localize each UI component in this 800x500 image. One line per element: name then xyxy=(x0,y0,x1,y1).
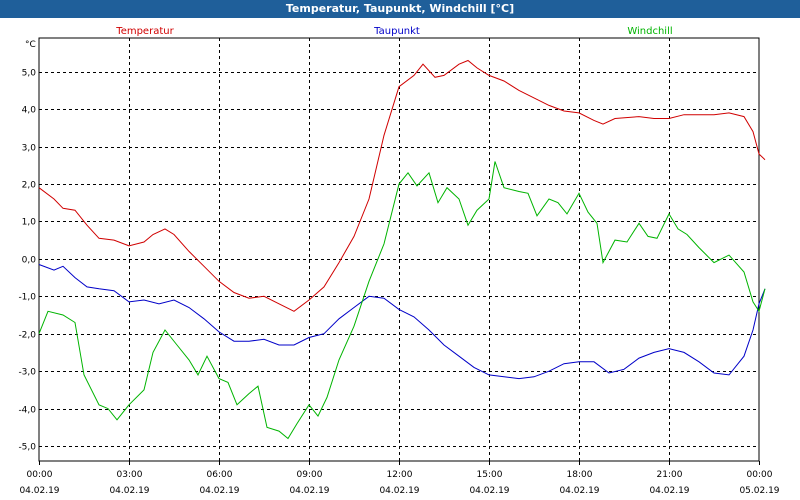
x-tick-time: 18:00 xyxy=(567,470,593,480)
legend-temperatur: Temperatur xyxy=(115,26,174,37)
series-line-windchill xyxy=(38,161,766,440)
y-tick-label: -2,0 xyxy=(18,331,36,341)
legend-windchill: Windchill xyxy=(627,26,672,37)
x-tick-date: 04.02.19 xyxy=(19,486,59,496)
x-tick-time: 15:00 xyxy=(477,470,503,480)
x-tick-date: 04.02.19 xyxy=(649,486,689,496)
y-tick-label: 2,0 xyxy=(22,181,37,191)
y-axis-label: °C xyxy=(25,40,36,50)
y-tick-label: -5,0 xyxy=(18,443,36,453)
x-tick-date: 05.02.19 xyxy=(739,486,779,496)
y-tick-label: 4,0 xyxy=(22,106,37,116)
y-tick-label: 3,0 xyxy=(22,144,37,154)
y-tick-label: 5,0 xyxy=(22,69,37,79)
y-tick-label: -3,0 xyxy=(18,368,36,378)
series-line-taupunkt xyxy=(38,264,766,380)
y-tick-label: 1,0 xyxy=(22,218,37,228)
x-tick-time: 06:00 xyxy=(207,470,233,480)
x-tick-date: 04.02.19 xyxy=(109,486,149,496)
y-tick-label: -1,0 xyxy=(18,293,36,303)
x-tick-time: 21:00 xyxy=(657,470,683,480)
x-tick-date: 04.02.19 xyxy=(469,486,509,496)
y-tick-label: 0,0 xyxy=(22,256,37,266)
x-tick-date: 04.02.19 xyxy=(559,486,599,496)
window-title: Temperatur, Taupunkt, Windchill [°C] xyxy=(0,0,800,18)
series-line-temperatur xyxy=(38,59,766,312)
x-tick-time: 09:00 xyxy=(297,470,323,480)
x-tick-date: 04.02.19 xyxy=(199,486,239,496)
x-tick-time: 03:00 xyxy=(117,470,143,480)
x-tick-time: 12:00 xyxy=(387,470,413,480)
x-tick-time: 00:00 xyxy=(27,470,53,480)
y-tick-label: -4,0 xyxy=(18,406,36,416)
x-tick-date: 04.02.19 xyxy=(379,486,419,496)
x-tick-date: 04.02.19 xyxy=(289,486,329,496)
legend-taupunkt: Taupunkt xyxy=(373,26,420,37)
x-tick-time: 00:00 xyxy=(747,470,773,480)
